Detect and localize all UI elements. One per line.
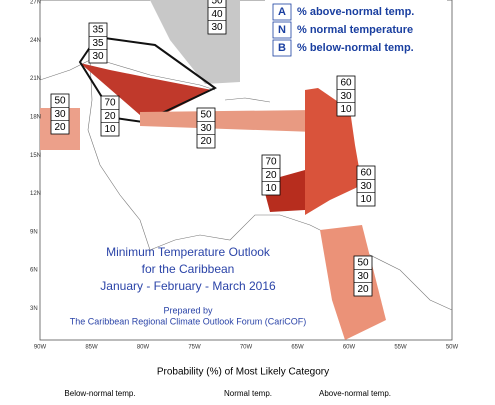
legend-letter: N <box>278 24 286 36</box>
prob-value: 50 <box>357 258 369 269</box>
lat-label: 18N <box>30 114 41 120</box>
prob-value: 30 <box>357 271 369 282</box>
lat-label: 15N <box>30 153 41 159</box>
lon-label: 55W <box>394 345 407 351</box>
region-dark <box>80 63 212 122</box>
region-band <box>140 110 315 132</box>
prob-value: 35 <box>92 38 104 49</box>
lon-label: 70W <box>240 345 253 351</box>
prob-value: 20 <box>104 111 116 122</box>
lon-label: 80W <box>137 345 150 351</box>
prob-value: 50 <box>200 110 212 121</box>
lat-label: 12N <box>30 191 41 197</box>
legend-box <box>265 0 447 58</box>
lon-label: 75W <box>188 345 201 351</box>
lon-label: 85W <box>85 345 98 351</box>
prob-value: 50 <box>211 0 223 7</box>
prob-value: 40 <box>211 9 223 20</box>
prob-value: 20 <box>265 170 277 181</box>
lat-label: 6N <box>30 268 38 274</box>
prob-value: 30 <box>360 181 372 192</box>
prob-value: 30 <box>92 51 104 62</box>
lon-label: 50W <box>446 345 459 351</box>
category-label: Above-normal temp. <box>319 389 391 398</box>
prob-value: 35 <box>92 25 104 36</box>
prob-value: 10 <box>104 124 116 135</box>
prob-value: 10 <box>265 183 277 194</box>
map-title: January - February - March 2016 <box>100 279 276 293</box>
prob-box <box>88 22 108 64</box>
region-middle <box>305 145 362 215</box>
lon-label: 60W <box>343 345 356 351</box>
lat-label: 3N <box>30 306 38 312</box>
prob-value: 70 <box>104 98 116 109</box>
category-label: Normal temp. <box>224 389 272 398</box>
prob-value: 20 <box>54 122 66 133</box>
category-label: Below-normal temp. <box>64 389 135 398</box>
prob-box <box>261 154 281 196</box>
prob-value: 60 <box>360 168 372 179</box>
lat-label: 9N <box>30 229 38 235</box>
region-south <box>320 225 386 340</box>
prob-value: 30 <box>54 109 66 120</box>
legend-text: % normal temperature <box>297 24 413 36</box>
lat-label: 24N <box>30 38 41 44</box>
legend-key <box>272 21 292 39</box>
map-title: for the Caribbean <box>142 262 235 276</box>
prob-value: 30 <box>340 91 352 102</box>
prob-value: 60 <box>340 78 352 89</box>
legend-key <box>272 3 292 21</box>
prob-value: 30 <box>211 22 223 33</box>
prob-value: 20 <box>357 284 369 295</box>
legend-letter: B <box>278 42 286 54</box>
prob-value: 20 <box>200 136 212 147</box>
prob-box <box>50 93 70 135</box>
lon-label: 90W <box>34 345 47 351</box>
legend-key <box>272 39 292 57</box>
prob-box <box>356 165 376 207</box>
prob-value: 50 <box>54 96 66 107</box>
legend-letter: A <box>278 6 286 18</box>
region-east <box>305 88 355 145</box>
map-title: Minimum Temperature Outlook <box>106 245 271 259</box>
prob-value: 10 <box>360 194 372 205</box>
legend-text: % below-normal temp. <box>297 42 414 54</box>
prob-box <box>207 0 227 35</box>
prob-box <box>196 107 216 149</box>
prob-value: 30 <box>200 123 212 134</box>
prob-box <box>100 95 120 137</box>
prob-box <box>353 255 373 297</box>
prob-value: 10 <box>340 104 352 115</box>
lon-label: 65W <box>291 345 304 351</box>
prepared-by: Prepared by <box>163 305 213 315</box>
lat-label: 21N <box>30 76 41 82</box>
prepared-by: The Caribbean Regional Climate Outlook F… <box>70 316 307 326</box>
lat-label: 27N <box>30 0 41 6</box>
legend-text: % above-normal temp. <box>297 6 414 18</box>
prob-box <box>336 75 356 117</box>
footer-caption: Probability (%) of Most Likely Category <box>157 367 329 378</box>
prob-value: 70 <box>265 157 277 168</box>
